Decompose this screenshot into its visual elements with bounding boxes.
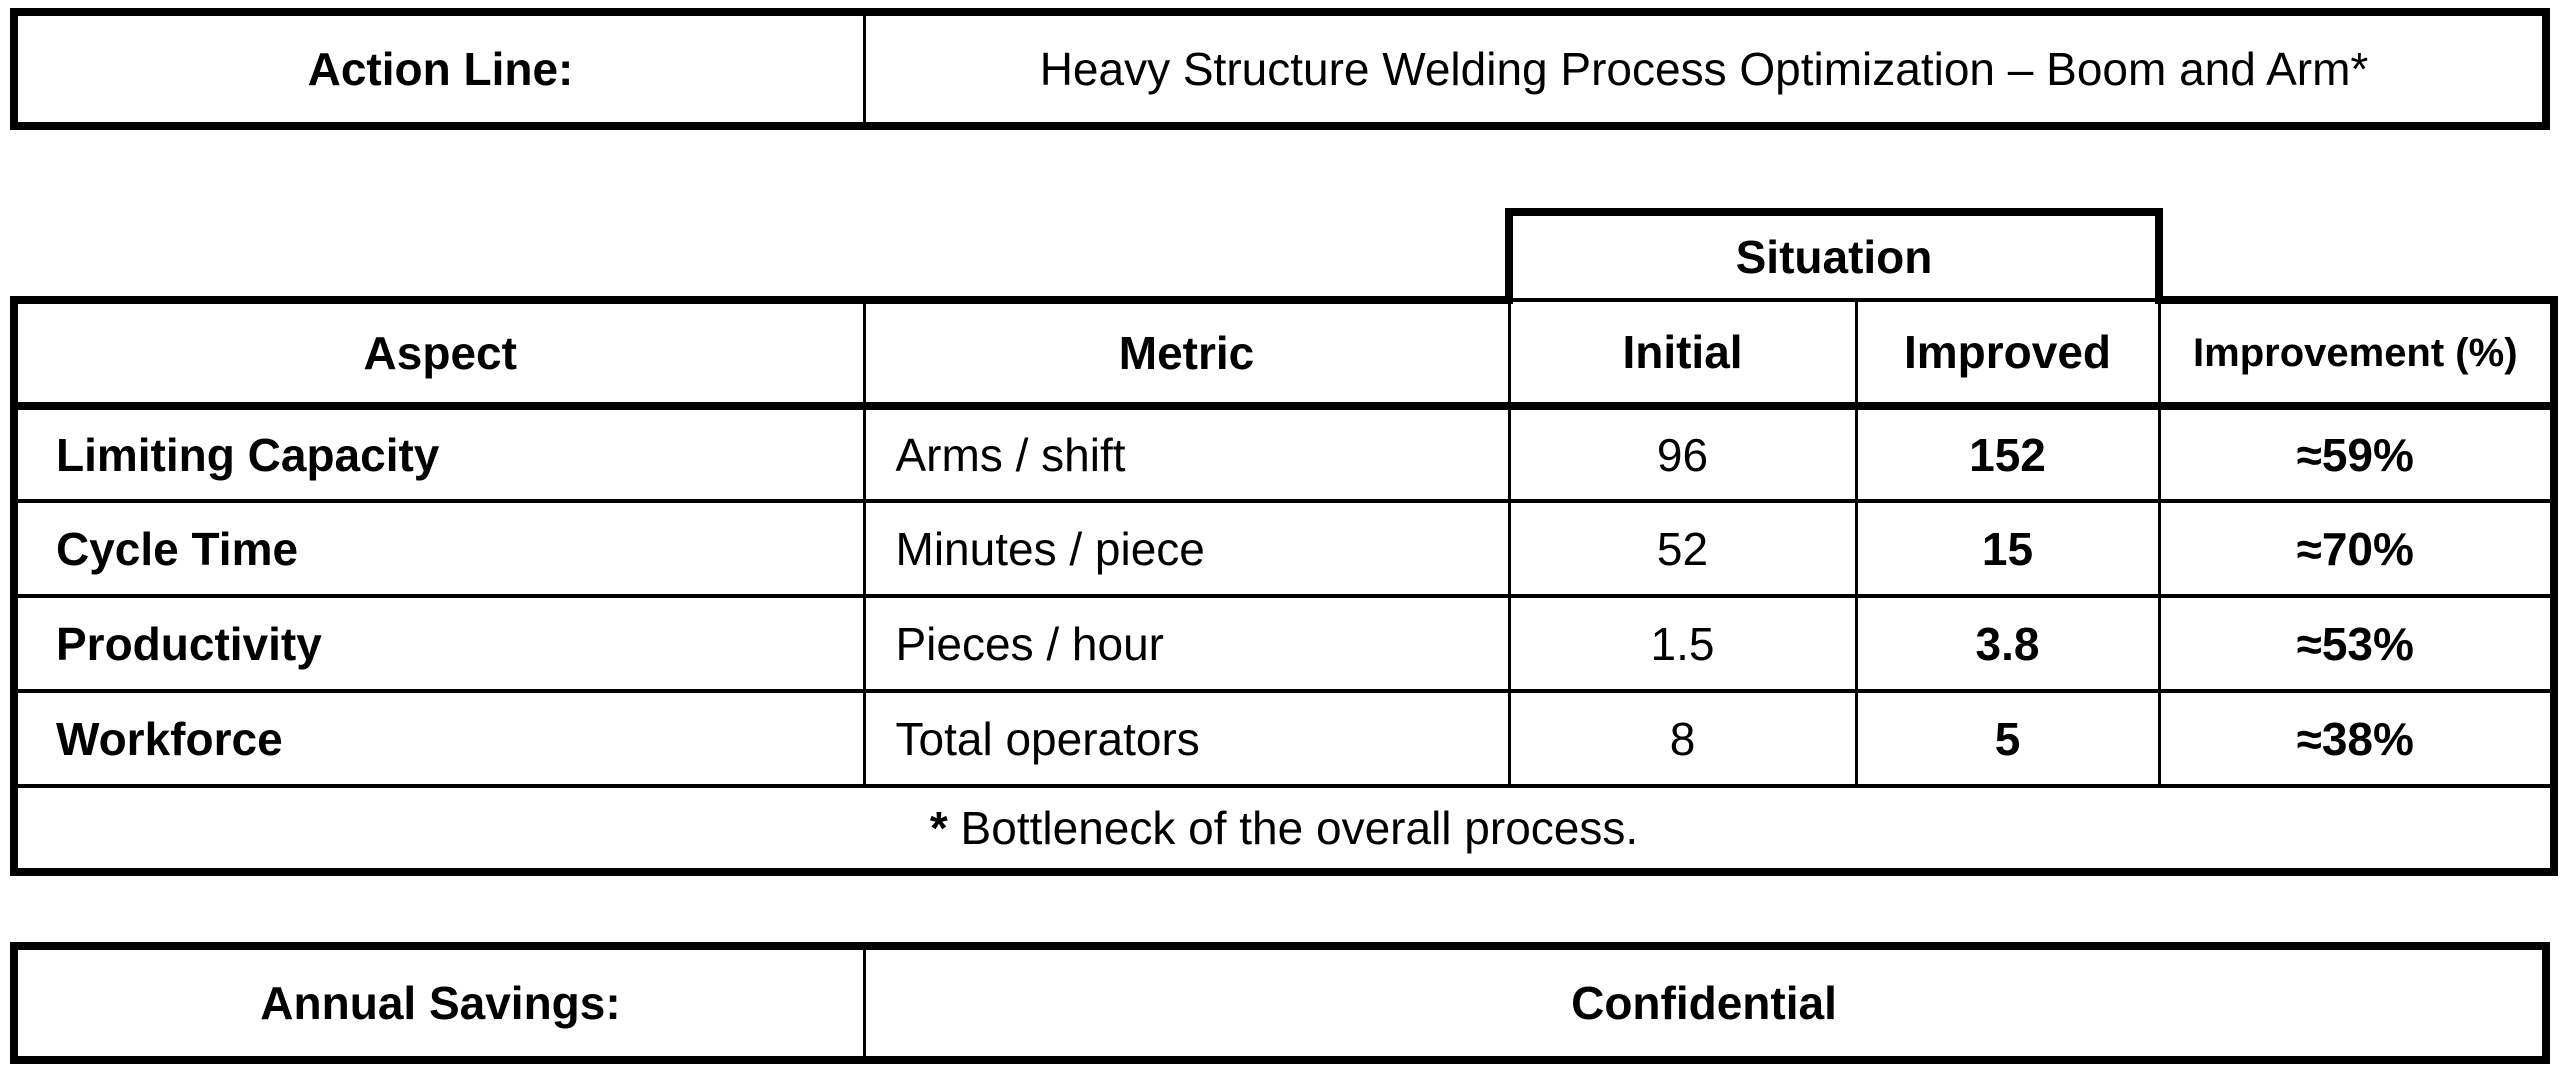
situation-spanner-row: Situation [14, 208, 2555, 300]
column-header-improvement: Improvement (%) [2157, 296, 2559, 410]
spacer-cell [2159, 212, 2555, 300]
process-optimization-table: Situation Aspect Metric Initial Improved… [9, 208, 2559, 876]
annual-savings-value: Confidential [1571, 977, 1837, 1029]
spacer [10, 876, 2550, 942]
footnote-cell: * Bottleneck of the overall process. [9, 784, 2559, 876]
footnote-text: Bottleneck of the overall process. [947, 802, 1639, 854]
improvement-value: ≈59% [2157, 404, 2559, 503]
aspect-cell: Productivity [10, 594, 866, 693]
improved-value: 5 [1854, 689, 2161, 788]
initial-value: 96 [1507, 404, 1858, 503]
improvement-value: ≈70% [2157, 499, 2559, 598]
improved-value: 152 [1854, 404, 2161, 503]
annual-savings-bar: Annual Savings: Confidential [10, 942, 2550, 1064]
table-row: Limiting Capacity Arms / shift 96 152 ≈5… [10, 404, 2559, 503]
table-row: Workforce Total operators 8 5 ≈38% [10, 689, 2559, 788]
initial-value: 52 [1507, 499, 1858, 598]
table-header-row: Aspect Metric Initial Improved Improveme… [10, 296, 2559, 410]
situation-header: Situation [1504, 208, 2164, 300]
aspect-cell: Cycle Time [10, 499, 866, 598]
action-line-label: Action Line: [18, 16, 866, 122]
improved-value: 3.8 [1854, 594, 2161, 693]
metric-cell: Arms / shift [862, 404, 1511, 503]
initial-value: 8 [1507, 689, 1858, 788]
column-header-metric: Metric [862, 296, 1511, 410]
aspect-cell: Limiting Capacity [10, 404, 866, 503]
footnote-row: * Bottleneck of the overall process. [9, 784, 2559, 876]
aspect-cell: Workforce [10, 689, 866, 788]
footnote-marker: * [929, 802, 948, 854]
column-header-aspect: Aspect [10, 296, 866, 410]
improvement-value: ≈53% [2157, 594, 2559, 693]
metric-cell: Minutes / piece [862, 499, 1511, 598]
spacer-cell [14, 212, 1509, 300]
initial-value: 1.5 [1507, 594, 1858, 693]
metric-cell: Pieces / hour [862, 594, 1511, 693]
improved-value: 15 [1854, 499, 2161, 598]
improvement-value: ≈38% [2157, 689, 2559, 788]
table-row: Cycle Time Minutes / piece 52 15 ≈70% [10, 499, 2559, 598]
action-line-title: Heavy Structure Welding Process Optimiza… [1039, 43, 2369, 95]
table-row: Productivity Pieces / hour 1.5 3.8 ≈53% [10, 594, 2559, 693]
metric-cell: Total operators [862, 689, 1511, 788]
action-line-bar: Action Line: Heavy Structure Welding Pro… [10, 8, 2550, 130]
column-header-improved: Improved [1854, 298, 2161, 410]
spacer [10, 130, 2550, 208]
annual-savings-label: Annual Savings: [18, 950, 866, 1056]
column-header-initial: Initial [1507, 298, 1858, 410]
slide-page: Action Line: Heavy Structure Welding Pro… [9, 8, 2559, 1064]
